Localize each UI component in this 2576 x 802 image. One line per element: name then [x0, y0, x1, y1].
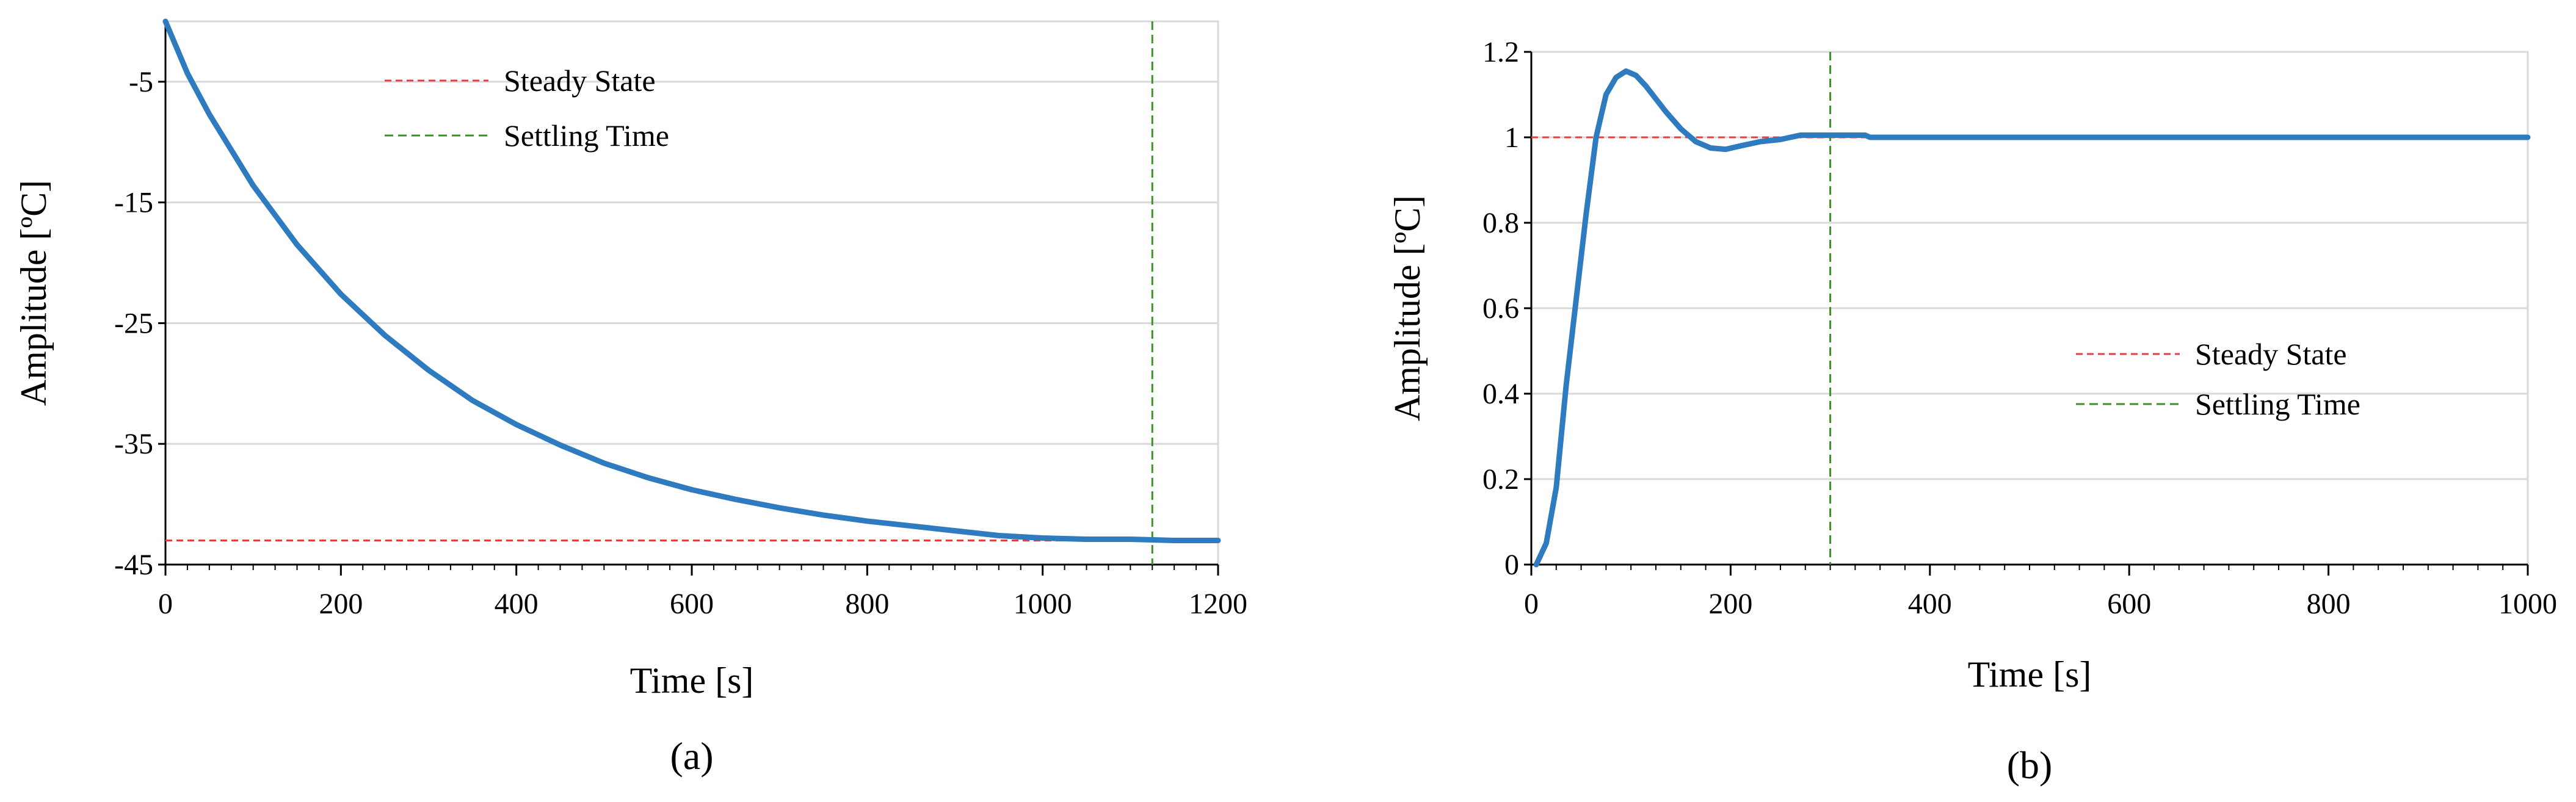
chart2-legend-settling-label: Settling Time	[2195, 387, 2360, 421]
chart1-y-tick-label: -15	[114, 187, 153, 219]
chart2-x-tick-label: 600	[2107, 588, 2151, 620]
chart1-x-tick-label: 1000	[1014, 588, 1072, 620]
chart1-y-tick-label: -45	[114, 549, 153, 581]
chart2-y-axis-label: Amplitude [ºC]	[1387, 195, 1428, 421]
chart1-legend-settling-label: Settling Time	[504, 118, 669, 153]
chart2-y-tick-label: 0	[1504, 549, 1519, 581]
chart1-panel-label: (a)	[670, 734, 713, 778]
chart2-y-tick-label: 0.2	[1482, 463, 1519, 496]
chart1-legend-steady-label: Steady State	[504, 63, 656, 98]
chart1-y-tick-label: -35	[114, 428, 153, 460]
chart1-y-axis-label: Amplitude [ºC]	[13, 180, 54, 406]
chart1-x-axis-label: Time [s]	[630, 660, 754, 701]
chart2-panel-label: (b)	[2007, 743, 2053, 787]
chart2-x-axis-label: Time [s]	[1968, 654, 2092, 695]
chart1-x-tick-label: 400	[495, 588, 539, 620]
chart2-legend-steady-label: Steady State	[2195, 337, 2347, 371]
chart1-y-tick-label: -5	[129, 66, 153, 98]
chart1-y-tick-label: -25	[114, 307, 153, 339]
chart2-x-tick-label: 800	[2307, 588, 2351, 620]
chart1-x-tick-label: 0	[158, 588, 173, 620]
chart1-x-tick-label: 1200	[1189, 588, 1247, 620]
chart2-y-tick-label: 1	[1504, 121, 1519, 154]
chart1-x-tick-label: 600	[670, 588, 714, 620]
chart1-plot-area	[164, 20, 1219, 566]
chart1-x-tick-label: 800	[845, 588, 889, 620]
chart2-y-tick-label: 0.6	[1482, 292, 1519, 325]
chart2-y-tick-label: 0.4	[1482, 378, 1519, 410]
chart2-y-tick-label: 1.2	[1482, 36, 1519, 68]
chart2-x-tick-label: 0	[1524, 588, 1539, 620]
chart2-y-tick-label: 0.8	[1482, 207, 1519, 239]
chart1-x-tick-label: 200	[319, 588, 363, 620]
chart2-series-line	[1533, 68, 2531, 568]
chart2-x-tick-label: 400	[1908, 588, 1952, 620]
chart2-x-tick-label: 200	[1708, 588, 1752, 620]
chart2-x-tick-label: 1000	[2498, 588, 2557, 620]
chart1-series-line	[162, 18, 1221, 543]
